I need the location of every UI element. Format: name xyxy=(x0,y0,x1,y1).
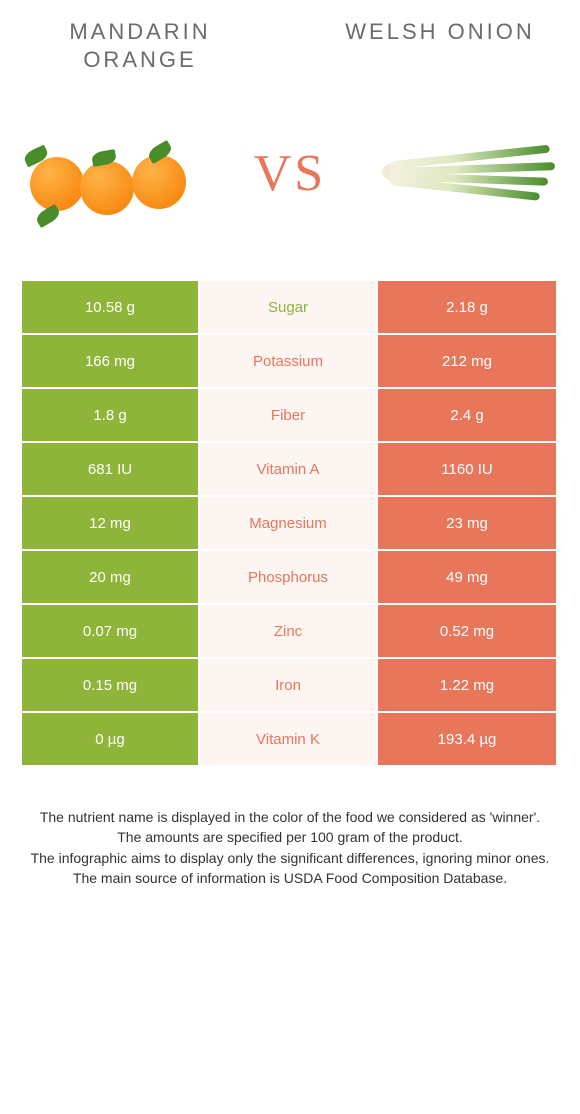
footnote-line: The infographic aims to display only the… xyxy=(18,848,562,868)
nutrient-row: 681 IUVitamin A1160 IU xyxy=(22,443,558,497)
mandarin-orange-image xyxy=(20,113,200,233)
nutrient-row: 0.15 mgIron1.22 mg xyxy=(22,659,558,713)
left-value: 0 µg xyxy=(22,713,200,767)
nutrient-row: 166 mgPotassium212 mg xyxy=(22,335,558,389)
nutrient-label: Iron xyxy=(200,659,378,713)
nutrient-row: 10.58 gSugar2.18 g xyxy=(22,281,558,335)
nutrient-table: 10.58 gSugar2.18 g166 mgPotassium212 mg1… xyxy=(0,273,580,767)
footnote-line: The main source of information is USDA F… xyxy=(18,868,562,888)
header-row: MANDARIN ORANGE WELSH ONION xyxy=(0,0,580,83)
left-value: 166 mg xyxy=(22,335,200,389)
left-value: 12 mg xyxy=(22,497,200,551)
nutrient-label: Fiber xyxy=(200,389,378,443)
left-food-title: MANDARIN ORANGE xyxy=(40,18,240,73)
left-value: 0.07 mg xyxy=(22,605,200,659)
nutrient-row: 0.07 mgZinc0.52 mg xyxy=(22,605,558,659)
left-value: 681 IU xyxy=(22,443,200,497)
nutrient-row: 12 mgMagnesium23 mg xyxy=(22,497,558,551)
nutrient-row: 20 mgPhosphorus49 mg xyxy=(22,551,558,605)
nutrient-label: Sugar xyxy=(200,281,378,335)
nutrient-label: Phosphorus xyxy=(200,551,378,605)
right-food-title: WELSH ONION xyxy=(340,18,540,73)
left-value: 20 mg xyxy=(22,551,200,605)
right-value: 1.22 mg xyxy=(378,659,556,713)
right-value: 23 mg xyxy=(378,497,556,551)
nutrient-label: Magnesium xyxy=(200,497,378,551)
welsh-onion-image xyxy=(380,113,560,233)
footnote-line: The amounts are specified per 100 gram o… xyxy=(18,827,562,847)
right-value: 2.4 g xyxy=(378,389,556,443)
nutrient-label: Zinc xyxy=(200,605,378,659)
footnote-line: The nutrient name is displayed in the co… xyxy=(18,807,562,827)
left-value: 0.15 mg xyxy=(22,659,200,713)
nutrient-label: Vitamin A xyxy=(200,443,378,497)
vs-label: VS xyxy=(254,144,326,203)
right-value: 49 mg xyxy=(378,551,556,605)
right-value: 212 mg xyxy=(378,335,556,389)
vs-row: VS xyxy=(0,83,580,273)
right-value: 1160 IU xyxy=(378,443,556,497)
left-value: 10.58 g xyxy=(22,281,200,335)
nutrient-row: 1.8 gFiber2.4 g xyxy=(22,389,558,443)
nutrient-label: Potassium xyxy=(200,335,378,389)
right-value: 193.4 µg xyxy=(378,713,556,767)
nutrient-label: Vitamin K xyxy=(200,713,378,767)
left-value: 1.8 g xyxy=(22,389,200,443)
right-value: 0.52 mg xyxy=(378,605,556,659)
nutrient-row: 0 µgVitamin K193.4 µg xyxy=(22,713,558,767)
right-value: 2.18 g xyxy=(378,281,556,335)
footnotes: The nutrient name is displayed in the co… xyxy=(0,767,580,888)
